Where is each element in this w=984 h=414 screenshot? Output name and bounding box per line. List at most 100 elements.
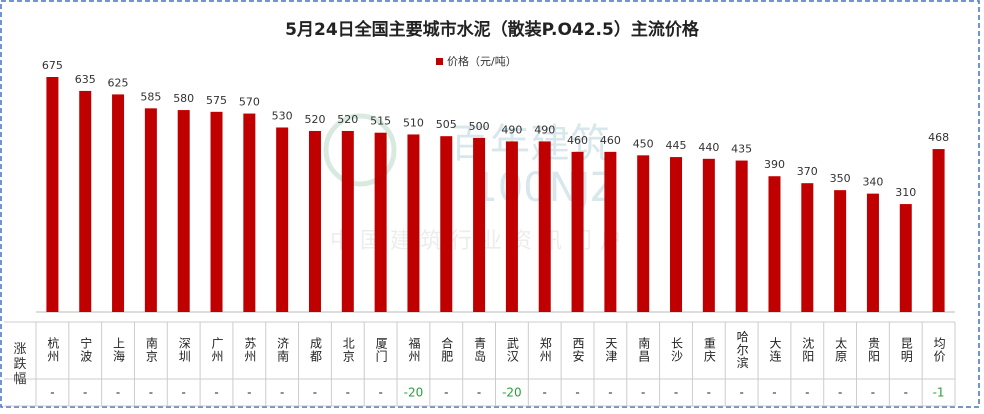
data-label: 440 — [698, 141, 719, 154]
change-cell: - — [707, 386, 711, 400]
change-cell: - — [280, 386, 284, 400]
x-tick-label: 青岛 — [473, 337, 487, 363]
bar — [177, 110, 190, 313]
x-tick-label: 武汉 — [505, 337, 519, 363]
data-label: 510 — [403, 116, 424, 129]
data-label: 580 — [173, 92, 194, 105]
change-cell: - — [641, 386, 645, 400]
x-tick-label: 太原 — [834, 336, 848, 363]
change-cell: - — [313, 386, 317, 400]
change-cell: - — [871, 386, 875, 400]
data-label: 450 — [633, 137, 654, 150]
x-tick-label: 上海 — [112, 337, 126, 363]
bar — [473, 137, 486, 312]
data-label: 490 — [501, 123, 522, 136]
bar — [46, 77, 59, 312]
change-cell: - — [247, 386, 251, 400]
x-tick-label: 昆明 — [899, 337, 913, 363]
bar — [505, 141, 518, 312]
x-tick-label: 广州 — [210, 337, 224, 363]
data-label: 445 — [666, 139, 687, 152]
data-label: 370 — [797, 165, 818, 178]
x-tick-label: 哈尔滨 — [735, 330, 749, 369]
bar — [670, 157, 683, 312]
x-tick-label: 成都 — [308, 337, 322, 363]
data-label: 460 — [567, 134, 588, 147]
change-cell: - — [904, 386, 908, 400]
bar — [801, 183, 814, 312]
data-label: 530 — [272, 109, 293, 122]
change-cell: - — [772, 386, 776, 400]
x-tick-label: 长沙 — [670, 337, 684, 363]
bar — [308, 130, 321, 312]
x-tick-label: 宁波 — [79, 336, 93, 363]
bar — [374, 132, 387, 312]
bar — [276, 127, 289, 313]
data-label: 390 — [764, 158, 785, 171]
bar — [604, 151, 617, 312]
change-cell: - — [477, 386, 481, 400]
data-label: 635 — [75, 73, 96, 86]
change-cell: - — [149, 386, 153, 400]
x-tick-label: 南京 — [144, 336, 158, 363]
x-tick-label: 西安 — [571, 337, 585, 363]
data-label: 460 — [600, 134, 621, 147]
data-label: 520 — [337, 113, 358, 126]
data-label: 468 — [928, 131, 949, 144]
bar — [834, 190, 847, 312]
data-label: 505 — [436, 118, 457, 131]
x-tick-label: 厦门 — [374, 337, 388, 363]
change-cell: - — [575, 386, 579, 400]
x-tick-label: 深圳 — [177, 337, 191, 363]
x-tick-label: 重庆 — [702, 337, 716, 363]
legend-swatch — [436, 58, 443, 65]
bar — [538, 141, 551, 312]
bar — [112, 94, 125, 312]
data-label: 340 — [862, 176, 883, 189]
bar — [899, 204, 912, 312]
row-header: 涨跌幅 — [11, 342, 27, 387]
data-label: 435 — [731, 143, 752, 156]
change-cell: - — [50, 386, 54, 400]
change-cell: -20 — [404, 386, 424, 400]
x-tick-label: 苏州 — [243, 337, 257, 363]
data-label: 570 — [239, 96, 260, 109]
change-cell: -20 — [502, 386, 522, 400]
bar — [768, 176, 781, 312]
bar — [637, 155, 650, 312]
x-tick-label: 均价 — [932, 337, 946, 363]
change-cell: - — [674, 386, 678, 400]
x-tick-label: 合肥 — [440, 336, 454, 363]
data-label: 500 — [469, 120, 490, 133]
bar — [210, 111, 223, 312]
x-tick-label: 天津 — [604, 337, 618, 363]
bar — [866, 193, 879, 312]
change-cell: - — [83, 386, 87, 400]
change-cell: - — [608, 386, 612, 400]
data-label: 585 — [140, 90, 161, 103]
change-cell: - — [214, 386, 218, 400]
x-tick-label: 北京 — [341, 337, 355, 363]
data-label: 490 — [534, 123, 555, 136]
bar — [407, 134, 420, 312]
data-label: 520 — [304, 113, 325, 126]
data-label: 350 — [830, 172, 851, 185]
change-cell: - — [444, 386, 448, 400]
data-label: 625 — [108, 76, 129, 89]
legend-label: 价格（元/吨） — [447, 54, 517, 68]
change-cell: -1 — [933, 386, 945, 400]
x-tick-label: 济南 — [276, 336, 290, 363]
change-cell: - — [182, 386, 186, 400]
change-cell: - — [543, 386, 547, 400]
change-cell: - — [838, 386, 842, 400]
bar — [735, 160, 748, 312]
x-tick-label: 南昌 — [637, 336, 651, 363]
bar — [571, 151, 584, 312]
change-cell: - — [116, 386, 120, 400]
bar — [144, 108, 157, 312]
bar — [243, 113, 256, 312]
bar — [79, 90, 92, 312]
data-label: 515 — [370, 115, 391, 128]
